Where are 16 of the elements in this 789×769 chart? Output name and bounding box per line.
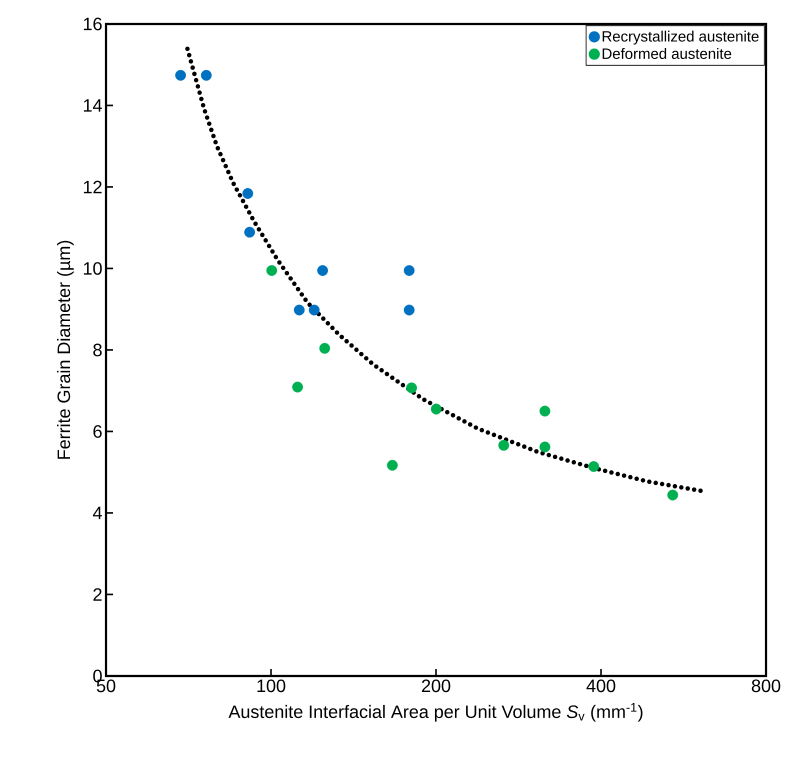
x-tick-label: 200 <box>422 679 450 692</box>
legend-label: Recrystallized austenite <box>602 30 759 45</box>
x-tick-label: 800 <box>752 679 780 692</box>
y-tick-label: 8 <box>93 344 102 356</box>
y-tick-label: 4 <box>92 506 102 520</box>
y-tick-label: 10 <box>84 262 102 275</box>
legend-label: Deformed austenite <box>602 48 732 59</box>
x-tick-label: 100 <box>257 679 286 692</box>
y-tick-label: 12 <box>84 180 102 194</box>
y-tick-label: 2 <box>93 588 102 601</box>
y-tick-label: 6 <box>93 425 102 438</box>
y-axis-title: Ferrite Grain Diameter (µm) <box>56 240 74 459</box>
y-tick-label: 16 <box>84 18 102 30</box>
y-tick-label: 14 <box>84 99 102 112</box>
x-tick-label: 400 <box>586 679 616 692</box>
x-axis-title: Austenite Interfacial Area per Unit Volume S$_{v}$ (mm$^{-1}$) <box>228 703 642 722</box>
